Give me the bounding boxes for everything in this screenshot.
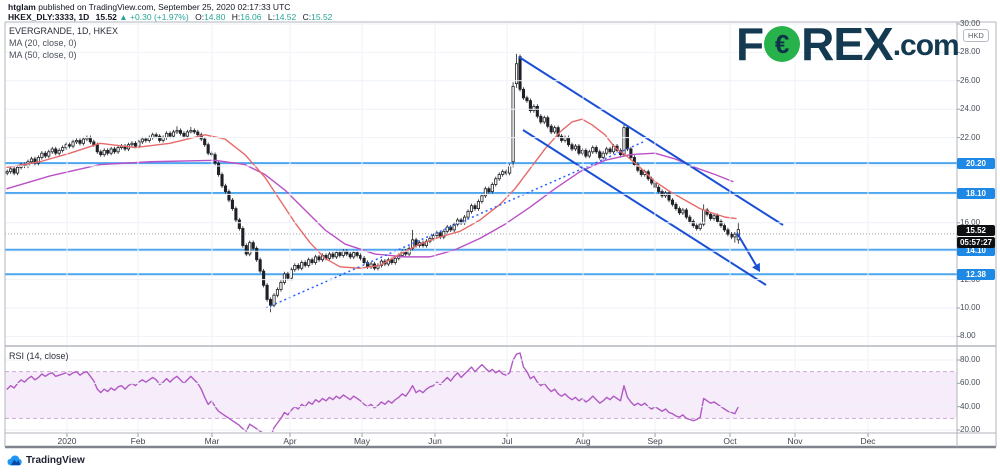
low-value: 14.52 xyxy=(274,12,297,22)
price-change: +0.30 (+1.97%) xyxy=(130,12,189,22)
price-axis-label: 16.00 xyxy=(960,217,981,227)
close-label: C: xyxy=(302,12,312,22)
time-axis-label: May xyxy=(353,436,371,446)
rsi-axis-label: 20.00 xyxy=(960,425,981,434)
high-label: H: xyxy=(231,12,241,22)
open-label: O: xyxy=(195,12,205,22)
last-price-label: 05:57:27 xyxy=(957,237,995,248)
time-axis-label: Apr xyxy=(283,436,297,446)
forex-logo-dotcom: .com xyxy=(892,29,960,62)
forex-logo-o-icon: € xyxy=(764,26,801,62)
price-axis-label: 30.00 xyxy=(960,19,981,28)
price-axis-label: 24.00 xyxy=(960,104,981,114)
forex-logo-f: F xyxy=(736,18,764,70)
level-price-label: 20.20 xyxy=(957,158,995,170)
time-axis-label: Aug xyxy=(575,436,591,446)
forex-logo-rex: REX xyxy=(801,18,894,70)
open-value: 14.80 xyxy=(204,12,226,22)
ma20-legend[interactable]: MA (20, close, 0) xyxy=(9,38,77,48)
close-value: 15.52 xyxy=(311,12,333,22)
symbol-name: HKEX_DLY:3333, 1D xyxy=(8,12,90,22)
high-value: 16.06 xyxy=(240,12,262,22)
symbol-status-line: HKEX_DLY:3333, 1D 15.52 ▲ +0.30 (+1.97%)… xyxy=(8,12,332,22)
tradingview-brand-text: TradingView xyxy=(26,455,85,466)
price-axis-label: 8.00 xyxy=(960,331,976,341)
rsi-axis-label: 80.00 xyxy=(960,354,981,364)
time-axis-label: Feb xyxy=(130,436,146,446)
price-axis-label: 26.00 xyxy=(960,75,981,85)
ma50-legend[interactable]: MA (50, close, 0) xyxy=(9,50,77,60)
forex-com-logo: F € REX .com xyxy=(736,18,960,70)
price-axis-label: 10.00 xyxy=(960,303,981,312)
publish-info: htglam published on TradingView.com, Sep… xyxy=(8,2,290,12)
time-axis-label: 2020 xyxy=(57,436,77,446)
rsi-axis-label: 60.00 xyxy=(960,378,981,388)
low-label: L: xyxy=(267,12,275,22)
publisher-username: htglam xyxy=(8,2,36,12)
time-axis-label: Jun xyxy=(428,436,442,446)
up-arrow-icon: ▲ xyxy=(119,12,128,22)
tradingview-cloud-icon xyxy=(7,455,22,466)
price-axis-label: 28.00 xyxy=(960,47,981,57)
last-price-label: 15.52 xyxy=(957,224,995,236)
rsi-axis-label: 40.00 xyxy=(960,401,981,411)
time-axis-label: Dec xyxy=(860,436,876,446)
publish-info-rest: published on TradingView.com, September … xyxy=(35,2,291,12)
time-axis-label: Sep xyxy=(647,436,663,446)
level-price-label: 18.10 xyxy=(957,187,995,199)
tradingview-attribution[interactable]: TradingView xyxy=(7,455,85,466)
level-price-label: 12.38 xyxy=(957,269,995,281)
rsi-legend[interactable]: RSI (14, close) xyxy=(9,351,69,361)
currency-badge[interactable]: HKD xyxy=(963,29,989,42)
time-axis-label: Oct xyxy=(723,436,737,446)
price-axis-label: 22.00 xyxy=(960,132,981,142)
time-axis-label: Mar xyxy=(204,436,220,446)
last-price: 15.52 xyxy=(95,12,117,22)
time-axis-label: Nov xyxy=(787,436,803,446)
time-axis-label: Jul xyxy=(501,436,513,446)
level-price-label: 14.10 xyxy=(957,244,995,256)
main-pane-legend-symbol[interactable]: EVERGRANDE, 1D, HKEX xyxy=(9,26,119,36)
